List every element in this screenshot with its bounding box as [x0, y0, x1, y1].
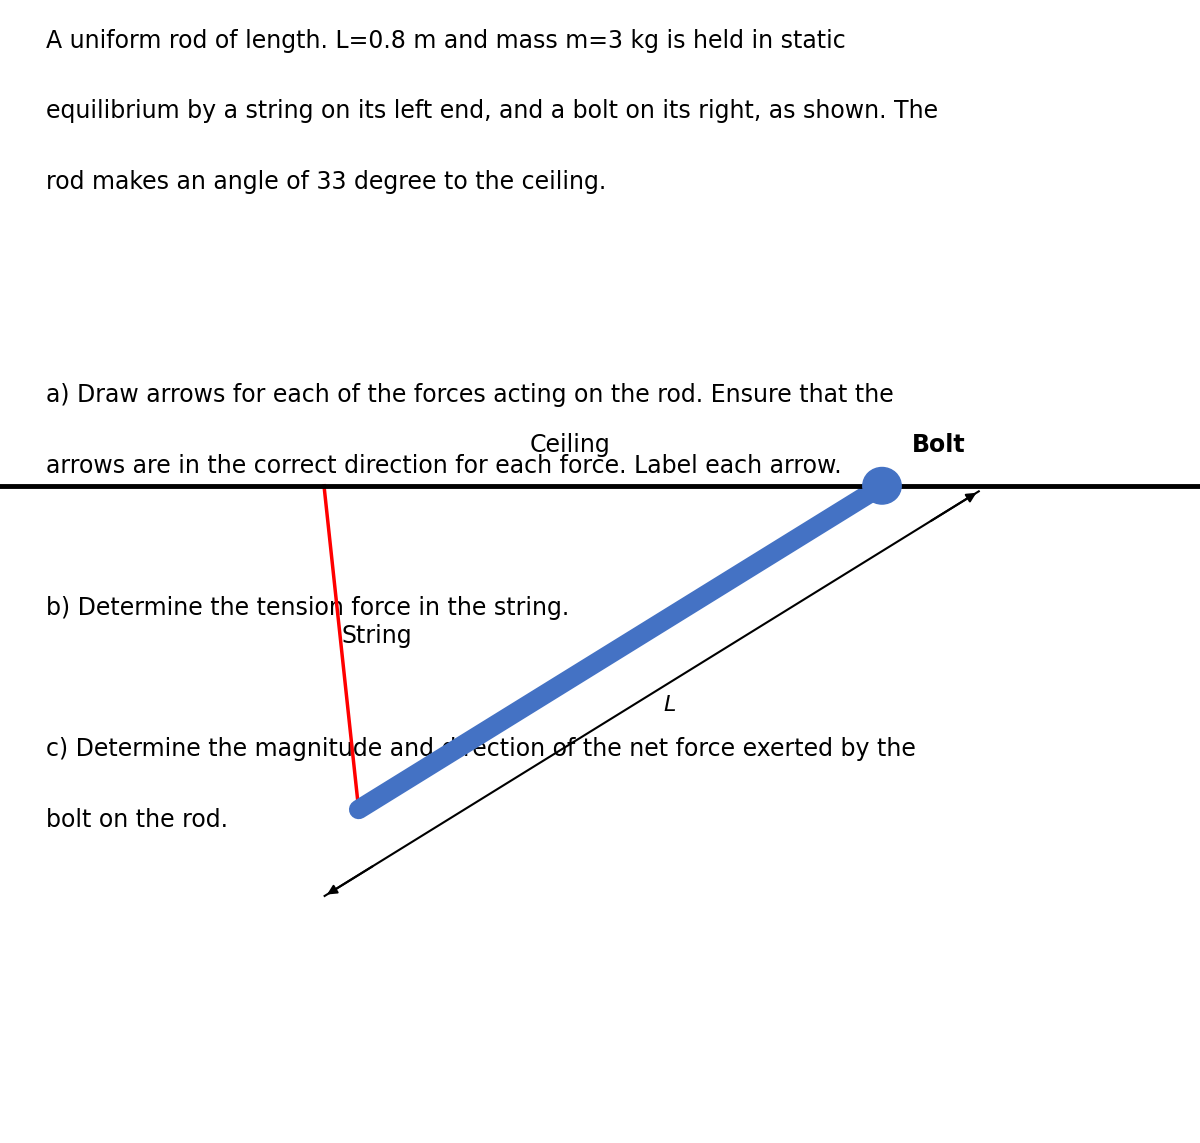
Circle shape: [863, 467, 901, 504]
Text: Ceiling: Ceiling: [529, 433, 611, 457]
Text: rod makes an angle of 33 degree to the ceiling.: rod makes an angle of 33 degree to the c…: [46, 170, 606, 194]
Text: c) Determine the magnitude and direction of the net force exerted by the: c) Determine the magnitude and direction…: [46, 737, 916, 761]
Text: a) Draw arrows for each of the forces acting on the rod. Ensure that the: a) Draw arrows for each of the forces ac…: [46, 383, 893, 407]
Text: b) Determine the tension force in the string.: b) Determine the tension force in the st…: [46, 596, 569, 620]
Text: bolt on the rod.: bolt on the rod.: [46, 808, 228, 832]
Text: String: String: [341, 624, 412, 648]
Text: A uniform rod of length. L=0.8 m and mass m=3 kg is held in static: A uniform rod of length. L=0.8 m and mas…: [46, 29, 845, 53]
Text: L: L: [664, 695, 676, 716]
Text: equilibrium by a string on its left end, and a bolt on its right, as shown. The: equilibrium by a string on its left end,…: [46, 99, 937, 123]
Text: arrows are in the correct direction for each force. Label each arrow.: arrows are in the correct direction for …: [46, 454, 841, 478]
Text: Bolt: Bolt: [912, 433, 966, 457]
